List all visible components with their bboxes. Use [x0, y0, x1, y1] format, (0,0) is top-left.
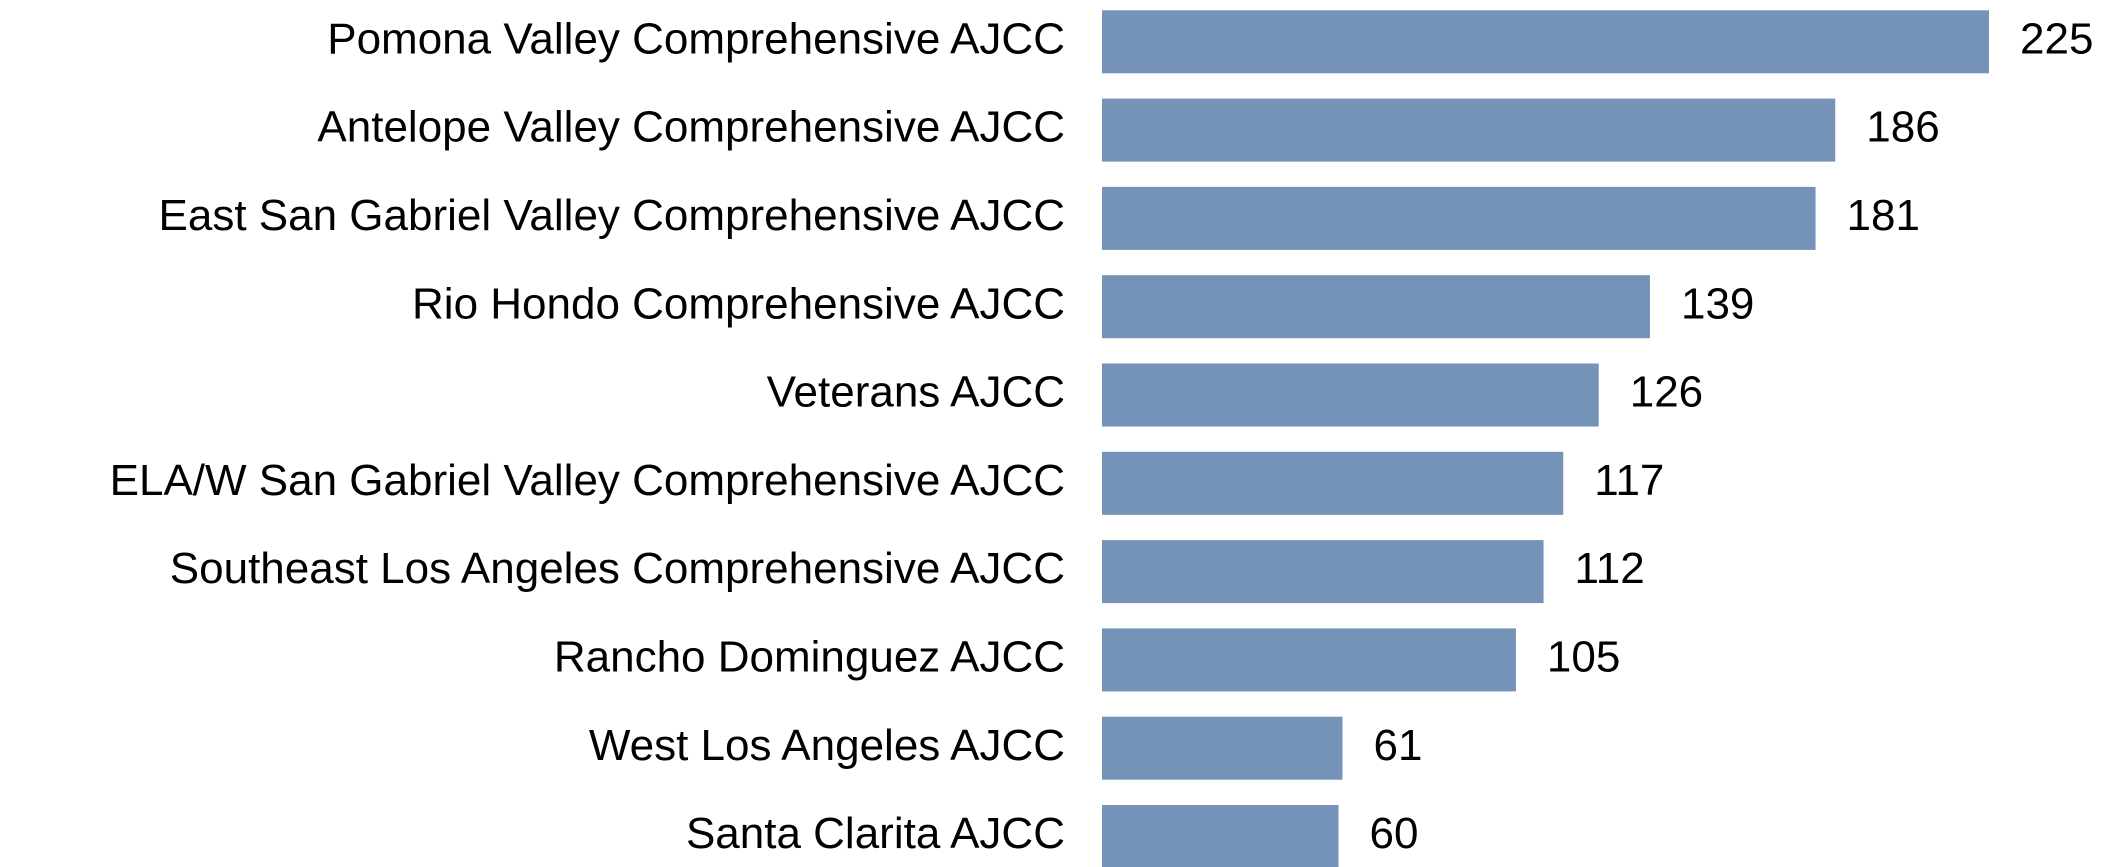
value-label: 112 — [1575, 544, 1645, 593]
category-label: Rio Hondo Comprehensive AJCC — [412, 279, 1065, 328]
bar — [1102, 275, 1650, 339]
category-label: Santa Clarita AJCC — [686, 809, 1065, 858]
value-label: 60 — [1370, 809, 1419, 858]
bar — [1102, 10, 1989, 74]
value-label: 126 — [1630, 368, 1703, 417]
category-label: West Los Angeles AJCC — [589, 721, 1065, 770]
value-label: 117 — [1594, 456, 1664, 505]
value-label: 105 — [1547, 633, 1620, 682]
bar — [1102, 451, 1564, 515]
category-label: Antelope Valley Comprehensive AJCC — [317, 103, 1065, 152]
bar — [1102, 363, 1599, 427]
category-label: Veterans AJCC — [767, 368, 1065, 417]
bar — [1102, 628, 1516, 692]
bar — [1102, 186, 1816, 250]
value-label: 181 — [1847, 191, 1920, 240]
bar — [1102, 540, 1544, 604]
bar — [1102, 98, 1836, 162]
value-label: 139 — [1681, 279, 1754, 328]
category-label: East San Gabriel Valley Comprehensive AJ… — [159, 191, 1066, 240]
bar — [1102, 805, 1339, 867]
category-label: Southeast Los Angeles Comprehensive AJCC — [170, 544, 1065, 593]
bar — [1102, 716, 1343, 780]
category-label: ELA/W San Gabriel Valley Comprehensive A… — [110, 456, 1065, 505]
value-label: 186 — [1866, 103, 1939, 152]
value-label: 61 — [1373, 721, 1422, 770]
category-label: Pomona Valley Comprehensive AJCC — [327, 14, 1065, 63]
category-label: Rancho Dominguez AJCC — [554, 633, 1065, 682]
value-label: 225 — [2020, 14, 2093, 63]
